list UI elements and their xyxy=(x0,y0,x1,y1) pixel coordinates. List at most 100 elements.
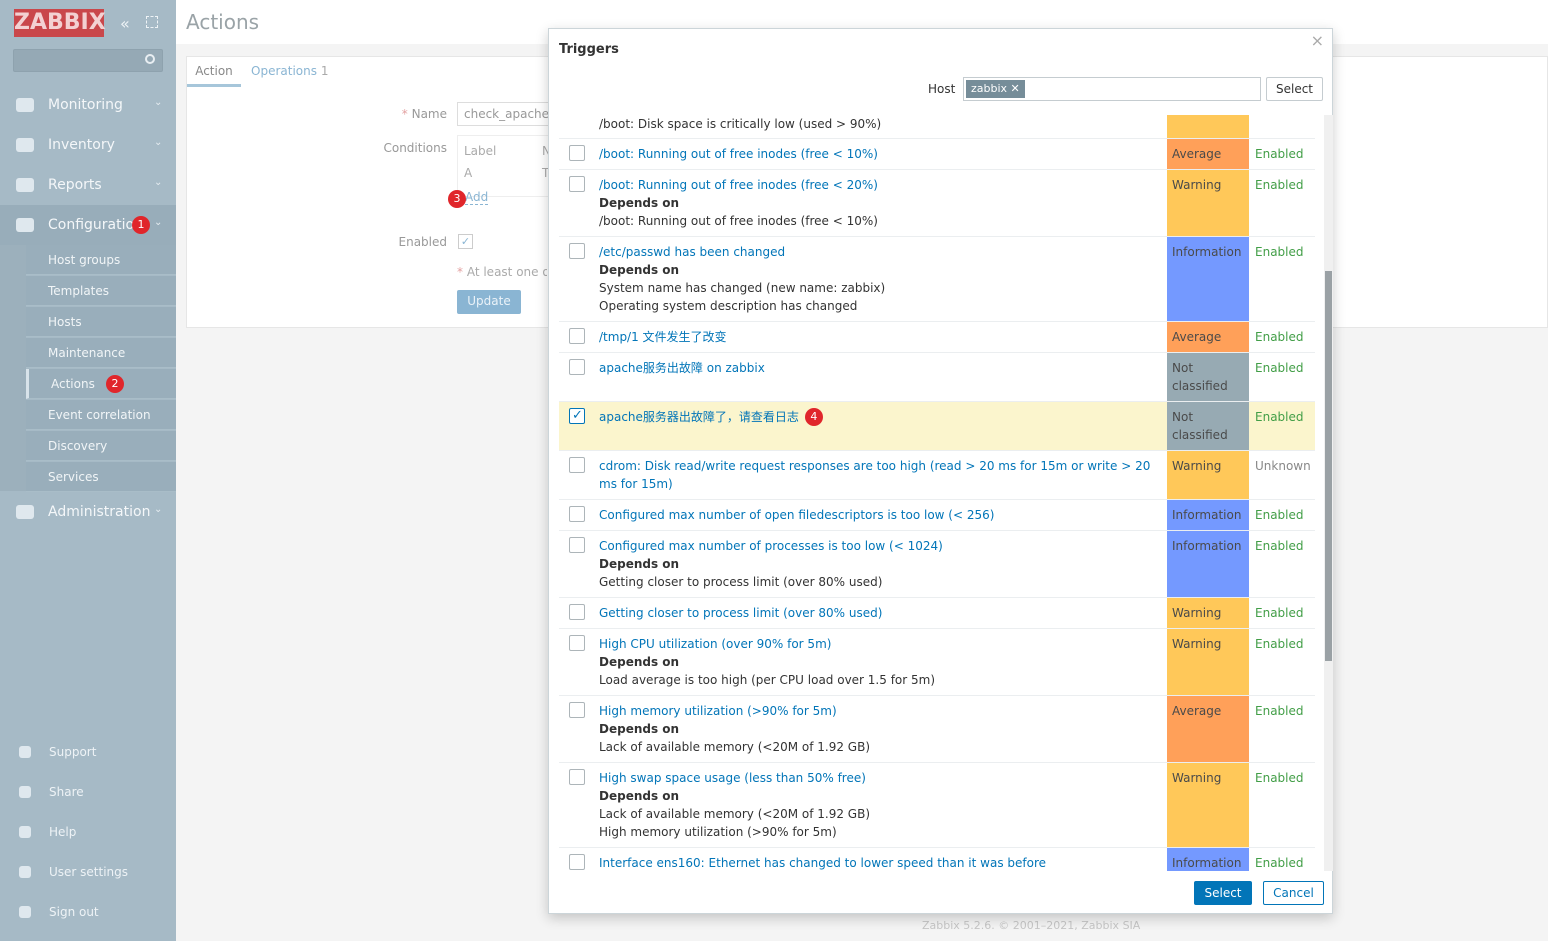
menu-icon xyxy=(16,218,34,232)
trigger-link[interactable]: Configured max number of processes is to… xyxy=(599,539,943,553)
status-cell[interactable]: Enabled xyxy=(1255,606,1304,620)
submenu-item[interactable]: Maintenance xyxy=(26,338,176,368)
status-cell[interactable]: Enabled xyxy=(1255,771,1304,785)
name-line: /tmp/1 文件发生了改变 xyxy=(599,328,1167,346)
bottom-item[interactable]: Sign out xyxy=(49,905,99,919)
checkbox[interactable] xyxy=(569,702,585,718)
sidebar: ZABBIX « Monitoring ⌄ Inventory ⌄ Reports ⌄ Co… xyxy=(0,0,176,941)
search-icon[interactable] xyxy=(145,54,155,64)
name-line: High CPU utilization (over 90% for 5m) xyxy=(599,635,1167,653)
trigger-link[interactable]: Interface ens160: Ethernet has changed t… xyxy=(599,856,1047,870)
menu-item[interactable]: Configuration xyxy=(48,217,143,233)
check-mark: ✓ xyxy=(572,408,583,423)
dependency: High memory utilization (>90% for 5m) xyxy=(599,825,837,839)
trigger-row: /tmp/1 文件发生了改变 Average Enabled xyxy=(559,322,1315,353)
bottom-item[interactable]: Share xyxy=(49,785,84,799)
checkbox[interactable] xyxy=(569,506,585,522)
submenu-item[interactable]: Hosts xyxy=(26,307,176,337)
add-link[interactable]: Add xyxy=(465,190,489,205)
trigger-link[interactable]: High swap space usage (less than 50% fre… xyxy=(599,771,866,785)
status-cell[interactable]: Enabled xyxy=(1255,330,1304,344)
trigger-row: cdrom: Disk read/write request responses… xyxy=(559,451,1315,500)
checkbox[interactable] xyxy=(569,854,585,870)
name-cell: apache服务器出故障了，请查看日志 4 xyxy=(599,402,1167,450)
scrollbar[interactable] xyxy=(1324,115,1333,871)
status-cell[interactable]: Enabled xyxy=(1255,178,1304,192)
checkbox[interactable] xyxy=(569,604,585,620)
chip-remove[interactable]: ✕ xyxy=(1010,82,1020,95)
trigger-link[interactable]: apache服务器出故障了，请查看日志 xyxy=(599,410,799,424)
submenu-item[interactable]: Templates xyxy=(26,276,176,306)
scroll-thumb[interactable] xyxy=(1325,271,1332,661)
status-cell[interactable]: Enabled xyxy=(1255,704,1304,718)
update-button[interactable]: Update xyxy=(457,290,521,314)
menu-item[interactable]: Administration xyxy=(48,504,151,520)
kiosk-icon[interactable] xyxy=(146,16,158,28)
tab[interactable]: Action xyxy=(187,57,241,87)
submenu-item[interactable]: Services xyxy=(26,462,176,492)
checkbox[interactable]: ✓ xyxy=(569,408,585,424)
name-line: Configured max number of processes is to… xyxy=(599,537,1167,555)
submenu-item[interactable]: Event correlation xyxy=(26,400,176,430)
status-cell[interactable]: Enabled xyxy=(1255,856,1304,870)
name-cell: Configured max number of processes is to… xyxy=(599,531,1167,597)
status-cell[interactable]: Enabled xyxy=(1255,147,1304,161)
search-box[interactable] xyxy=(13,49,163,72)
name-line: High memory utilization (>90% for 5m) xyxy=(599,702,1167,720)
name-cell: /boot: Disk space is critically low (use… xyxy=(599,115,1167,138)
status-cell[interactable]: Unknown xyxy=(1255,459,1311,473)
submenu-item[interactable]: Actions xyxy=(26,369,176,399)
cancel-button[interactable]: Cancel xyxy=(1263,881,1324,905)
bottom-item[interactable]: Help xyxy=(49,825,77,839)
name-input[interactable]: check_apache xyxy=(457,102,557,126)
dependency: Lack of available memory (<20M of 1.92 G… xyxy=(599,740,871,754)
checkbox[interactable] xyxy=(569,769,585,785)
checkbox[interactable] xyxy=(569,635,585,651)
trigger-link[interactable]: Configured max number of open filedescri… xyxy=(599,508,995,522)
chevron: ⌄ xyxy=(154,177,163,188)
tab[interactable]: Operations 1 xyxy=(251,57,328,85)
menu-icon xyxy=(16,98,34,112)
checkbox-cell: ✓ xyxy=(559,402,599,450)
collapse-icon[interactable]: « xyxy=(120,14,130,33)
status-cell[interactable]: Enabled xyxy=(1255,637,1304,651)
logo[interactable]: ZABBIX xyxy=(14,9,106,37)
trigger-link[interactable]: /tmp/1 文件发生了改变 xyxy=(599,330,727,344)
trigger-link[interactable]: /etc/passwd has been changed xyxy=(599,245,786,259)
menu-item[interactable]: Monitoring xyxy=(48,97,123,113)
name-cell: High swap space usage (less than 50% fre… xyxy=(599,763,1167,847)
trigger-link[interactable]: High CPU utilization (over 90% for 5m) xyxy=(599,637,832,651)
trigger-link[interactable]: /boot: Running out of free inodes (free … xyxy=(599,147,878,161)
trigger-link[interactable]: cdrom: Disk read/write request responses… xyxy=(599,459,1151,491)
checkbox[interactable] xyxy=(569,328,585,344)
host-input[interactable]: zabbix ✕ xyxy=(963,77,1261,101)
enabled-checkbox[interactable]: ✓ xyxy=(458,234,473,249)
checkbox[interactable] xyxy=(569,359,585,375)
checkbox[interactable] xyxy=(569,145,585,161)
close-button[interactable]: × xyxy=(1310,31,1324,50)
trigger-link[interactable]: apache服务出故障 on zabbix xyxy=(599,361,765,375)
name-cell: High memory utilization (>90% for 5m) Dep… xyxy=(599,696,1167,762)
bottom-item[interactable]: Support xyxy=(49,745,97,759)
bottom-item[interactable]: User settings xyxy=(49,865,129,879)
tab-label[interactable]: Operations xyxy=(251,64,317,78)
trigger-link[interactable]: High memory utilization (>90% for 5m) xyxy=(599,704,837,718)
status-cell[interactable]: Enabled xyxy=(1255,539,1304,553)
checkbox[interactable] xyxy=(569,457,585,473)
status-cell[interactable]: Enabled xyxy=(1255,410,1304,424)
checkbox[interactable] xyxy=(569,176,585,192)
trigger-link[interactable]: /boot: Running out of free inodes (free … xyxy=(599,178,878,192)
checkbox[interactable] xyxy=(569,537,585,553)
status-cell[interactable]: Enabled xyxy=(1255,245,1304,259)
status-cell[interactable]: Enabled xyxy=(1255,361,1304,375)
checkbox[interactable] xyxy=(569,243,585,259)
menu-item[interactable]: Reports xyxy=(48,177,102,193)
status-cell[interactable]: Enabled xyxy=(1255,508,1304,522)
select-button[interactable]: Select xyxy=(1266,77,1323,101)
trigger-link[interactable]: Getting closer to process limit (over 80… xyxy=(599,606,883,620)
submenu-item[interactable]: Discovery xyxy=(26,431,176,461)
menu-item[interactable]: Inventory xyxy=(48,137,115,153)
select-button[interactable]: Select xyxy=(1194,881,1252,905)
submenu-item[interactable]: Host groups xyxy=(26,245,176,275)
severity-cell: Information xyxy=(1167,500,1249,530)
